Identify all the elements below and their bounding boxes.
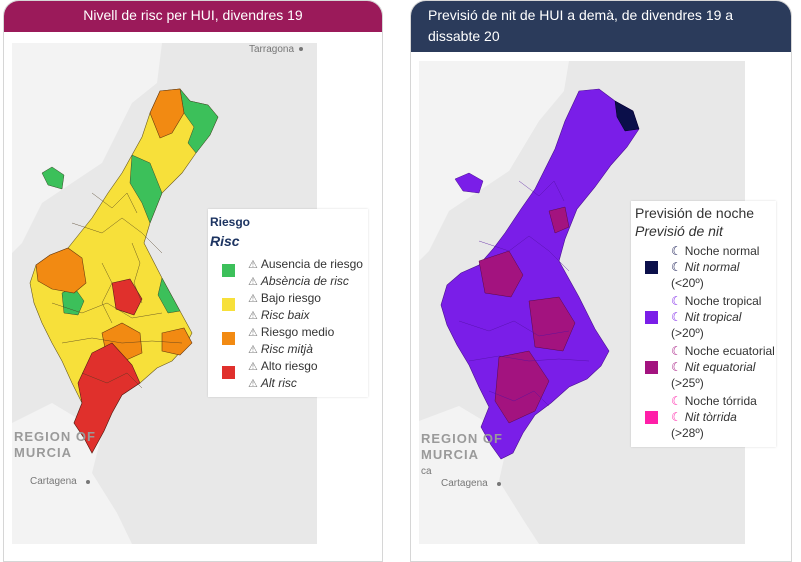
land-south — [419, 406, 539, 544]
crescent-moon-icon: ☾ — [671, 360, 682, 374]
municipal-boundaries — [458, 180, 590, 407]
crescent-moon-icon: ☾ — [671, 394, 682, 408]
equatorial-zone-south — [494, 350, 550, 424]
equatorial-zone-west — [478, 250, 524, 298]
legend-item-no-risk: ⚠ Ausencia de riesgo ⚠ Absència de risc — [248, 257, 363, 288]
swatch-medium-risk — [222, 332, 235, 345]
orange-zone-north — [149, 88, 185, 139]
cartagena-dot — [86, 480, 90, 484]
crescent-moon-icon: ☾ — [671, 260, 682, 274]
orange-zone-west — [35, 247, 87, 294]
night-map[interactable]: REGION OF MURCIA ca Cartagena — [419, 61, 745, 544]
legend-item-normal-night: ☾ Noche normal ☾ Nit normal (<20º) — [671, 244, 760, 290]
green-zone-west — [41, 166, 65, 190]
green-zone-north — [179, 88, 219, 154]
risk-legend-subtitle: Risc — [210, 233, 240, 249]
crescent-moon-icon: ☾ — [671, 344, 682, 358]
crescent-moon-icon: ☾ — [671, 294, 682, 308]
swatch-equatorial-night — [645, 361, 658, 374]
risk-panel: Nivell de risc per HUI, divendres 19 — [3, 0, 383, 562]
warning-triangle-icon: ⚠ — [248, 344, 258, 356]
warning-triangle-icon: ⚠ — [248, 259, 258, 271]
crescent-moon-icon: ☾ — [671, 244, 682, 258]
red-zone-south — [73, 342, 141, 454]
cartagena-dot — [497, 482, 501, 486]
night-legend-subtitle: Previsió de nit — [635, 223, 723, 239]
region-base — [440, 88, 640, 460]
risk-legend-title: Riesgo — [210, 215, 251, 229]
warning-triangle-icon: ⚠ — [248, 276, 258, 288]
ca-label: ca — [421, 466, 432, 477]
murcia-label: MURCIA — [14, 445, 72, 460]
municipal-boundaries — [51, 192, 183, 389]
swatch-normal-night — [645, 261, 658, 274]
green-zone-coast — [157, 277, 181, 314]
equatorial-zone-north — [548, 206, 570, 234]
legend-item-medium-risk: ⚠ Riesgo medio ⚠ Risc mitjà — [248, 325, 335, 356]
region-of-label: REGION OF — [14, 429, 96, 444]
risk-panel-title: Nivell de risc per HUI, divendres 19 — [4, 1, 382, 32]
cartagena-label: Cartagena — [441, 478, 488, 489]
swatch-tropical-night — [645, 311, 658, 324]
legend-item-equatorial-night: ☾ Noche ecuatorial ☾ Nit equatorial (>25º) — [671, 344, 775, 390]
warning-triangle-icon: ⚠ — [248, 361, 258, 373]
region-of-label: REGION OF — [421, 431, 503, 446]
equatorial-zone-central — [528, 296, 576, 352]
land-north — [12, 43, 162, 253]
land-south — [12, 403, 132, 544]
crescent-moon-icon: ☾ — [671, 310, 682, 324]
warning-triangle-icon: ⚠ — [248, 293, 258, 305]
risk-legend: Riesgo Risc ⚠ Ausencia de riesgo ⚠ Absènci… — [208, 209, 368, 397]
swatch-low-risk — [222, 298, 235, 311]
legend-item-high-risk: ⚠ Alto riesgo ⚠ Alt risc — [248, 359, 318, 390]
swatch-no-risk — [222, 264, 235, 277]
legend-item-tropical-night: ☾ Noche tropical ☾ Nit tropical (>20º) — [671, 294, 762, 340]
tropical-zone-west — [454, 172, 484, 194]
land-north — [419, 61, 569, 261]
green-zone-central — [129, 154, 163, 224]
normal-night-zone — [614, 100, 640, 132]
night-panel-title: Previsió de nit de HUI a demà, de divend… — [411, 1, 791, 52]
orange-zone-east — [161, 327, 193, 356]
night-legend: Previsión de noche Previsió de nit ☾ Noch… — [631, 201, 776, 447]
murcia-label: MURCIA — [421, 447, 479, 462]
warning-triangle-icon: ⚠ — [248, 378, 258, 390]
crescent-moon-icon: ☾ — [671, 410, 682, 424]
legend-item-low-risk: ⚠ Bajo riesgo ⚠ Risc baix — [248, 291, 321, 322]
night-panel: Previsió de nit de HUI a demà, de divend… — [410, 0, 792, 562]
red-zone-central — [111, 278, 143, 316]
swatch-high-risk — [222, 366, 235, 379]
night-legend-title: Previsión de noche — [635, 205, 755, 221]
cartagena-label: Cartagena — [30, 476, 77, 487]
tarragona-label: Tarragona — [249, 44, 295, 55]
warning-triangle-icon: ⚠ — [248, 310, 258, 322]
swatch-torrid-night — [645, 411, 658, 424]
tarragona-dot — [299, 47, 303, 51]
warning-triangle-icon: ⚠ — [248, 327, 258, 339]
legend-item-torrid-night: ☾ Noche tórrida ☾ Nit tòrrida (>28º) — [671, 394, 757, 440]
